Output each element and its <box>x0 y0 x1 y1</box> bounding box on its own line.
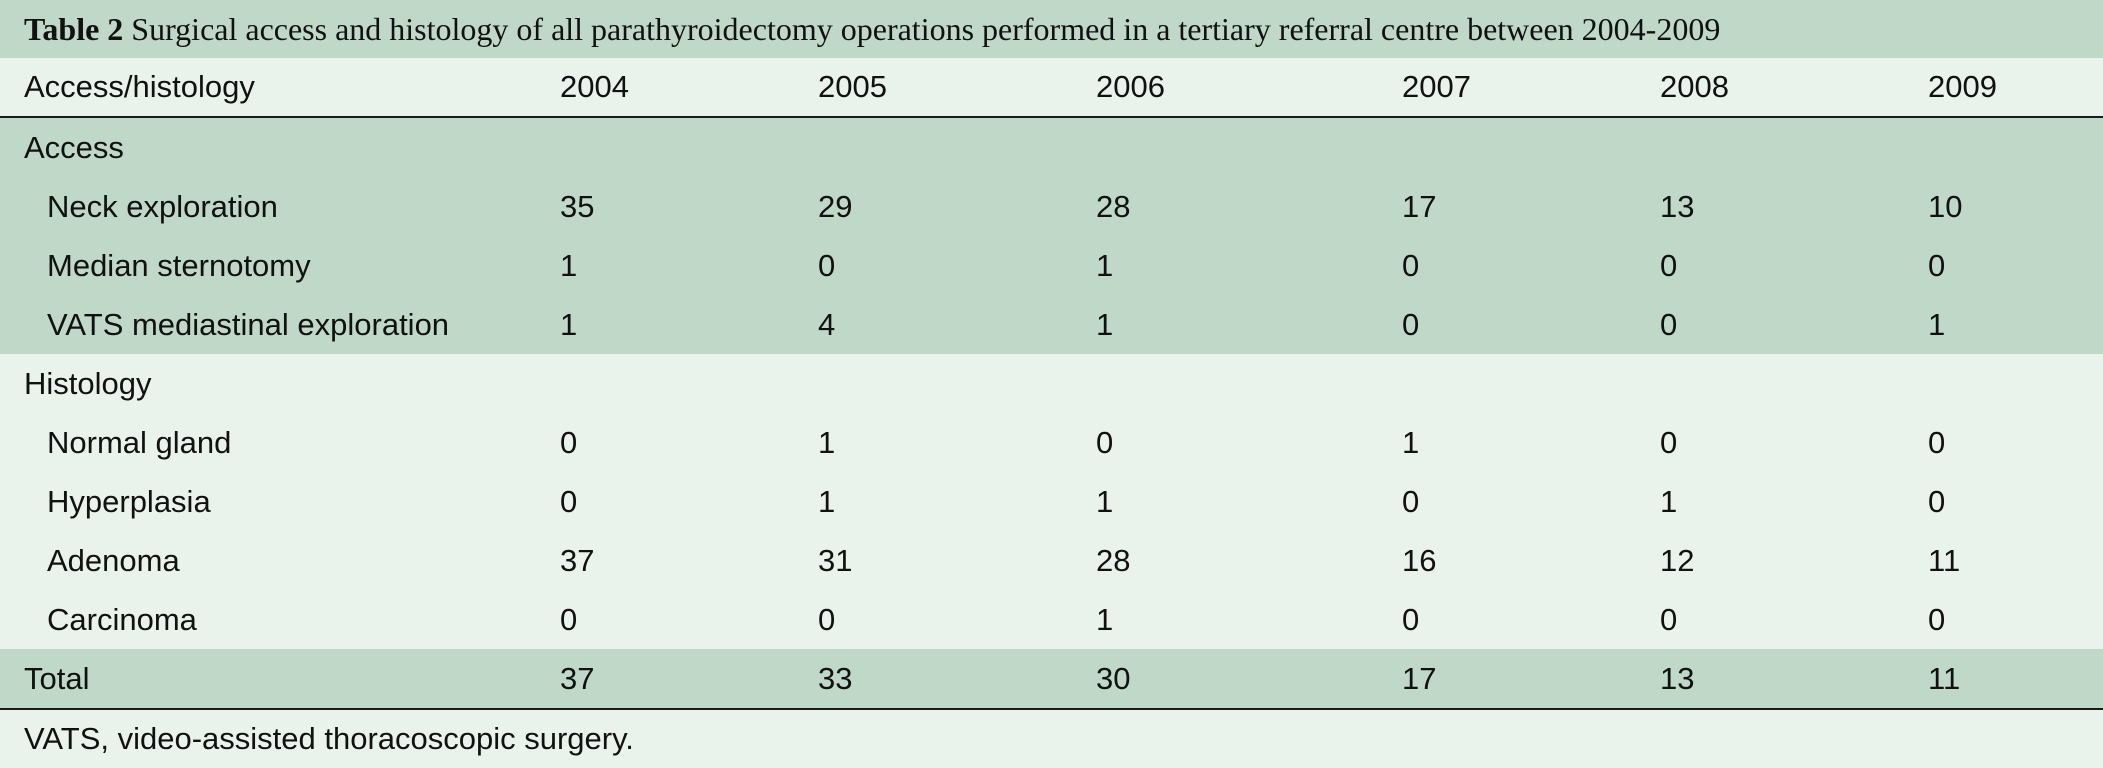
header-row: Access/histology 2004 2005 2006 2007 200… <box>0 58 2103 117</box>
table-cell: 1 <box>1928 307 1946 342</box>
table-cell: 0 <box>1402 307 1420 342</box>
table-cell: 0 <box>1660 248 1678 283</box>
total-cell: 11 <box>1928 661 1961 696</box>
table-cell: 1 <box>1402 425 1420 460</box>
table-cell: 1 <box>1096 248 1114 283</box>
table-cell: 17 <box>1402 189 1437 224</box>
total-cell: 37 <box>560 661 595 696</box>
table-cell: 0 <box>1928 484 1946 519</box>
table-row: Hyperplasia 0 1 1 0 1 0 <box>0 472 2103 531</box>
table-cell: 37 <box>560 543 595 578</box>
total-cell: 17 <box>1402 661 1437 696</box>
header-year: 2005 <box>818 69 887 104</box>
row-label: Median sternotomy <box>47 248 311 283</box>
table-cell: 1 <box>1096 602 1114 637</box>
table-cell: 13 <box>1660 189 1695 224</box>
table-cell: 1 <box>1096 307 1114 342</box>
row-label: VATS mediastinal exploration <box>47 307 450 342</box>
header-year: 2007 <box>1402 69 1471 104</box>
table-row: Adenoma 37 31 28 16 12 11 <box>0 531 2103 590</box>
table-cell: 31 <box>818 543 853 578</box>
row-label: Neck exploration <box>47 189 278 224</box>
table-cell: 0 <box>1096 425 1114 460</box>
total-label: Total <box>24 661 90 696</box>
section-row-access: Access <box>0 117 2103 177</box>
table-cell: 0 <box>560 602 578 637</box>
section-label-histology: Histology <box>24 366 152 401</box>
table-row: Neck exploration 35 29 28 17 13 10 <box>0 177 2103 236</box>
table-cell: 0 <box>1928 602 1946 637</box>
table-cell: 0 <box>818 248 836 283</box>
table-cell: 0 <box>1928 248 1946 283</box>
table-cell: 0 <box>1402 248 1420 283</box>
table-cell: 12 <box>1660 543 1695 578</box>
table-caption: Table 2 Surgical access and histology of… <box>0 0 2103 58</box>
row-label: Adenoma <box>47 543 180 578</box>
table-row: Median sternotomy 1 0 1 0 0 0 <box>0 236 2103 295</box>
table-cell: 0 <box>1928 425 1946 460</box>
table-cell: 1 <box>1660 484 1678 519</box>
section-label-access: Access <box>24 130 124 165</box>
table-row: Carcinoma 0 0 1 0 0 0 <box>0 590 2103 649</box>
caption-label: Table 2 <box>24 11 124 47</box>
total-cell: 13 <box>1660 661 1695 696</box>
section-row-histology: Histology <box>0 354 2103 413</box>
table-cell: 10 <box>1928 189 1963 224</box>
table-cell: 0 <box>560 484 578 519</box>
table-cell: 0 <box>818 602 836 637</box>
table-cell: 11 <box>1928 543 1961 578</box>
header-year: 2008 <box>1660 69 1729 104</box>
table-cell: 1 <box>818 484 836 519</box>
table-cell: 1 <box>1096 484 1114 519</box>
row-label: Normal gland <box>47 425 232 460</box>
header-year: 2004 <box>560 69 629 104</box>
table-cell: 0 <box>1660 602 1678 637</box>
data-table: Access/histology 2004 2005 2006 2007 200… <box>0 58 2103 710</box>
table-cell: 29 <box>818 189 853 224</box>
table-row: VATS mediastinal exploration 1 4 1 0 0 1 <box>0 295 2103 354</box>
table-cell: 0 <box>1660 425 1678 460</box>
table-cell: 28 <box>1096 543 1131 578</box>
row-label: Carcinoma <box>47 602 197 637</box>
table-cell: 0 <box>1402 484 1420 519</box>
table-row: Normal gland 0 1 0 1 0 0 <box>0 413 2103 472</box>
table-cell: 0 <box>1402 602 1420 637</box>
table-cell: 16 <box>1402 543 1437 578</box>
table-cell: 28 <box>1096 189 1131 224</box>
caption-text: Surgical access and histology of all par… <box>131 11 1721 47</box>
table-cell: 1 <box>818 425 836 460</box>
table-cell: 0 <box>1660 307 1678 342</box>
table-cell: 4 <box>818 307 836 342</box>
table-cell: 1 <box>560 248 578 283</box>
total-cell: 30 <box>1096 661 1131 696</box>
table-cell: 1 <box>560 307 578 342</box>
header-year: 2006 <box>1096 69 1165 104</box>
table-cell: 0 <box>560 425 578 460</box>
header-year: 2009 <box>1928 69 1997 104</box>
table-footnote: VATS, video-assisted thoracoscopic surge… <box>0 710 2103 768</box>
header-access-histology: Access/histology <box>24 69 255 104</box>
row-label: Hyperplasia <box>47 484 211 519</box>
total-row: Total 37 33 30 17 13 11 <box>0 649 2103 709</box>
total-cell: 33 <box>818 661 853 696</box>
table-cell: 35 <box>560 189 595 224</box>
